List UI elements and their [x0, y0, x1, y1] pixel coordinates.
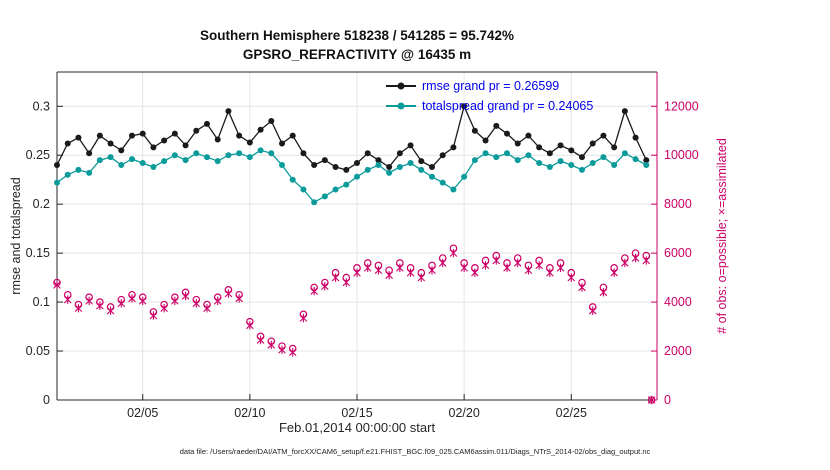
legend-marker-totalspread	[397, 102, 405, 110]
svg-text:0: 0	[664, 393, 671, 407]
svg-text:10000: 10000	[664, 148, 699, 162]
svg-text:0.2: 0.2	[33, 197, 50, 211]
svg-text:02/20: 02/20	[449, 406, 480, 420]
svg-text:02/10: 02/10	[234, 406, 265, 420]
y-axis-label-left: rmse and totalspread	[9, 177, 23, 295]
svg-text:8000: 8000	[664, 197, 692, 211]
svg-text:4000: 4000	[664, 295, 692, 309]
svg-text:2000: 2000	[664, 344, 692, 358]
legend: rmse grand pr = 0.26599 totalspread gran…	[386, 76, 593, 116]
legend-label-rmse: rmse grand pr = 0.26599	[422, 79, 560, 93]
svg-text:0.1: 0.1	[33, 295, 50, 309]
caption-datafile: data file: /Users/raeder/DAI/ATM_forcXX/…	[179, 447, 651, 456]
legend-swatch-totalspread	[386, 102, 416, 110]
svg-text:0: 0	[43, 393, 50, 407]
svg-text:0.05: 0.05	[26, 344, 50, 358]
legend-item-totalspread: totalspread grand pr = 0.24065	[386, 96, 593, 116]
svg-text:6000: 6000	[664, 246, 692, 260]
x-axis-label: Feb.01,2014 00:00:00 start	[278, 420, 436, 435]
svg-text:02/25: 02/25	[556, 406, 587, 420]
svg-text:02/15: 02/15	[341, 406, 372, 420]
svg-text:0.15: 0.15	[26, 246, 50, 260]
figure-title-line2: GPSRO_REFRACTIVITY @ 16435 m	[242, 47, 472, 62]
svg-text:12000: 12000	[664, 99, 699, 113]
figure-title: Southern Hemisphere 518238 / 541285 = 95…	[57, 26, 657, 64]
legend-marker-rmse	[397, 82, 405, 90]
svg-text:02/05: 02/05	[127, 406, 158, 420]
svg-text:0.25: 0.25	[26, 148, 50, 162]
y-axis-label-right: # of obs: o=possible; ×=assimilated	[715, 138, 729, 334]
legend-swatch-rmse	[386, 82, 416, 90]
svg-text:0.3: 0.3	[33, 99, 50, 113]
legend-label-totalspread: totalspread grand pr = 0.24065	[422, 99, 594, 113]
legend-item-rmse: rmse grand pr = 0.26599	[386, 76, 593, 96]
figure-title-line1: Southern Hemisphere 518238 / 541285 = 95…	[199, 28, 515, 43]
